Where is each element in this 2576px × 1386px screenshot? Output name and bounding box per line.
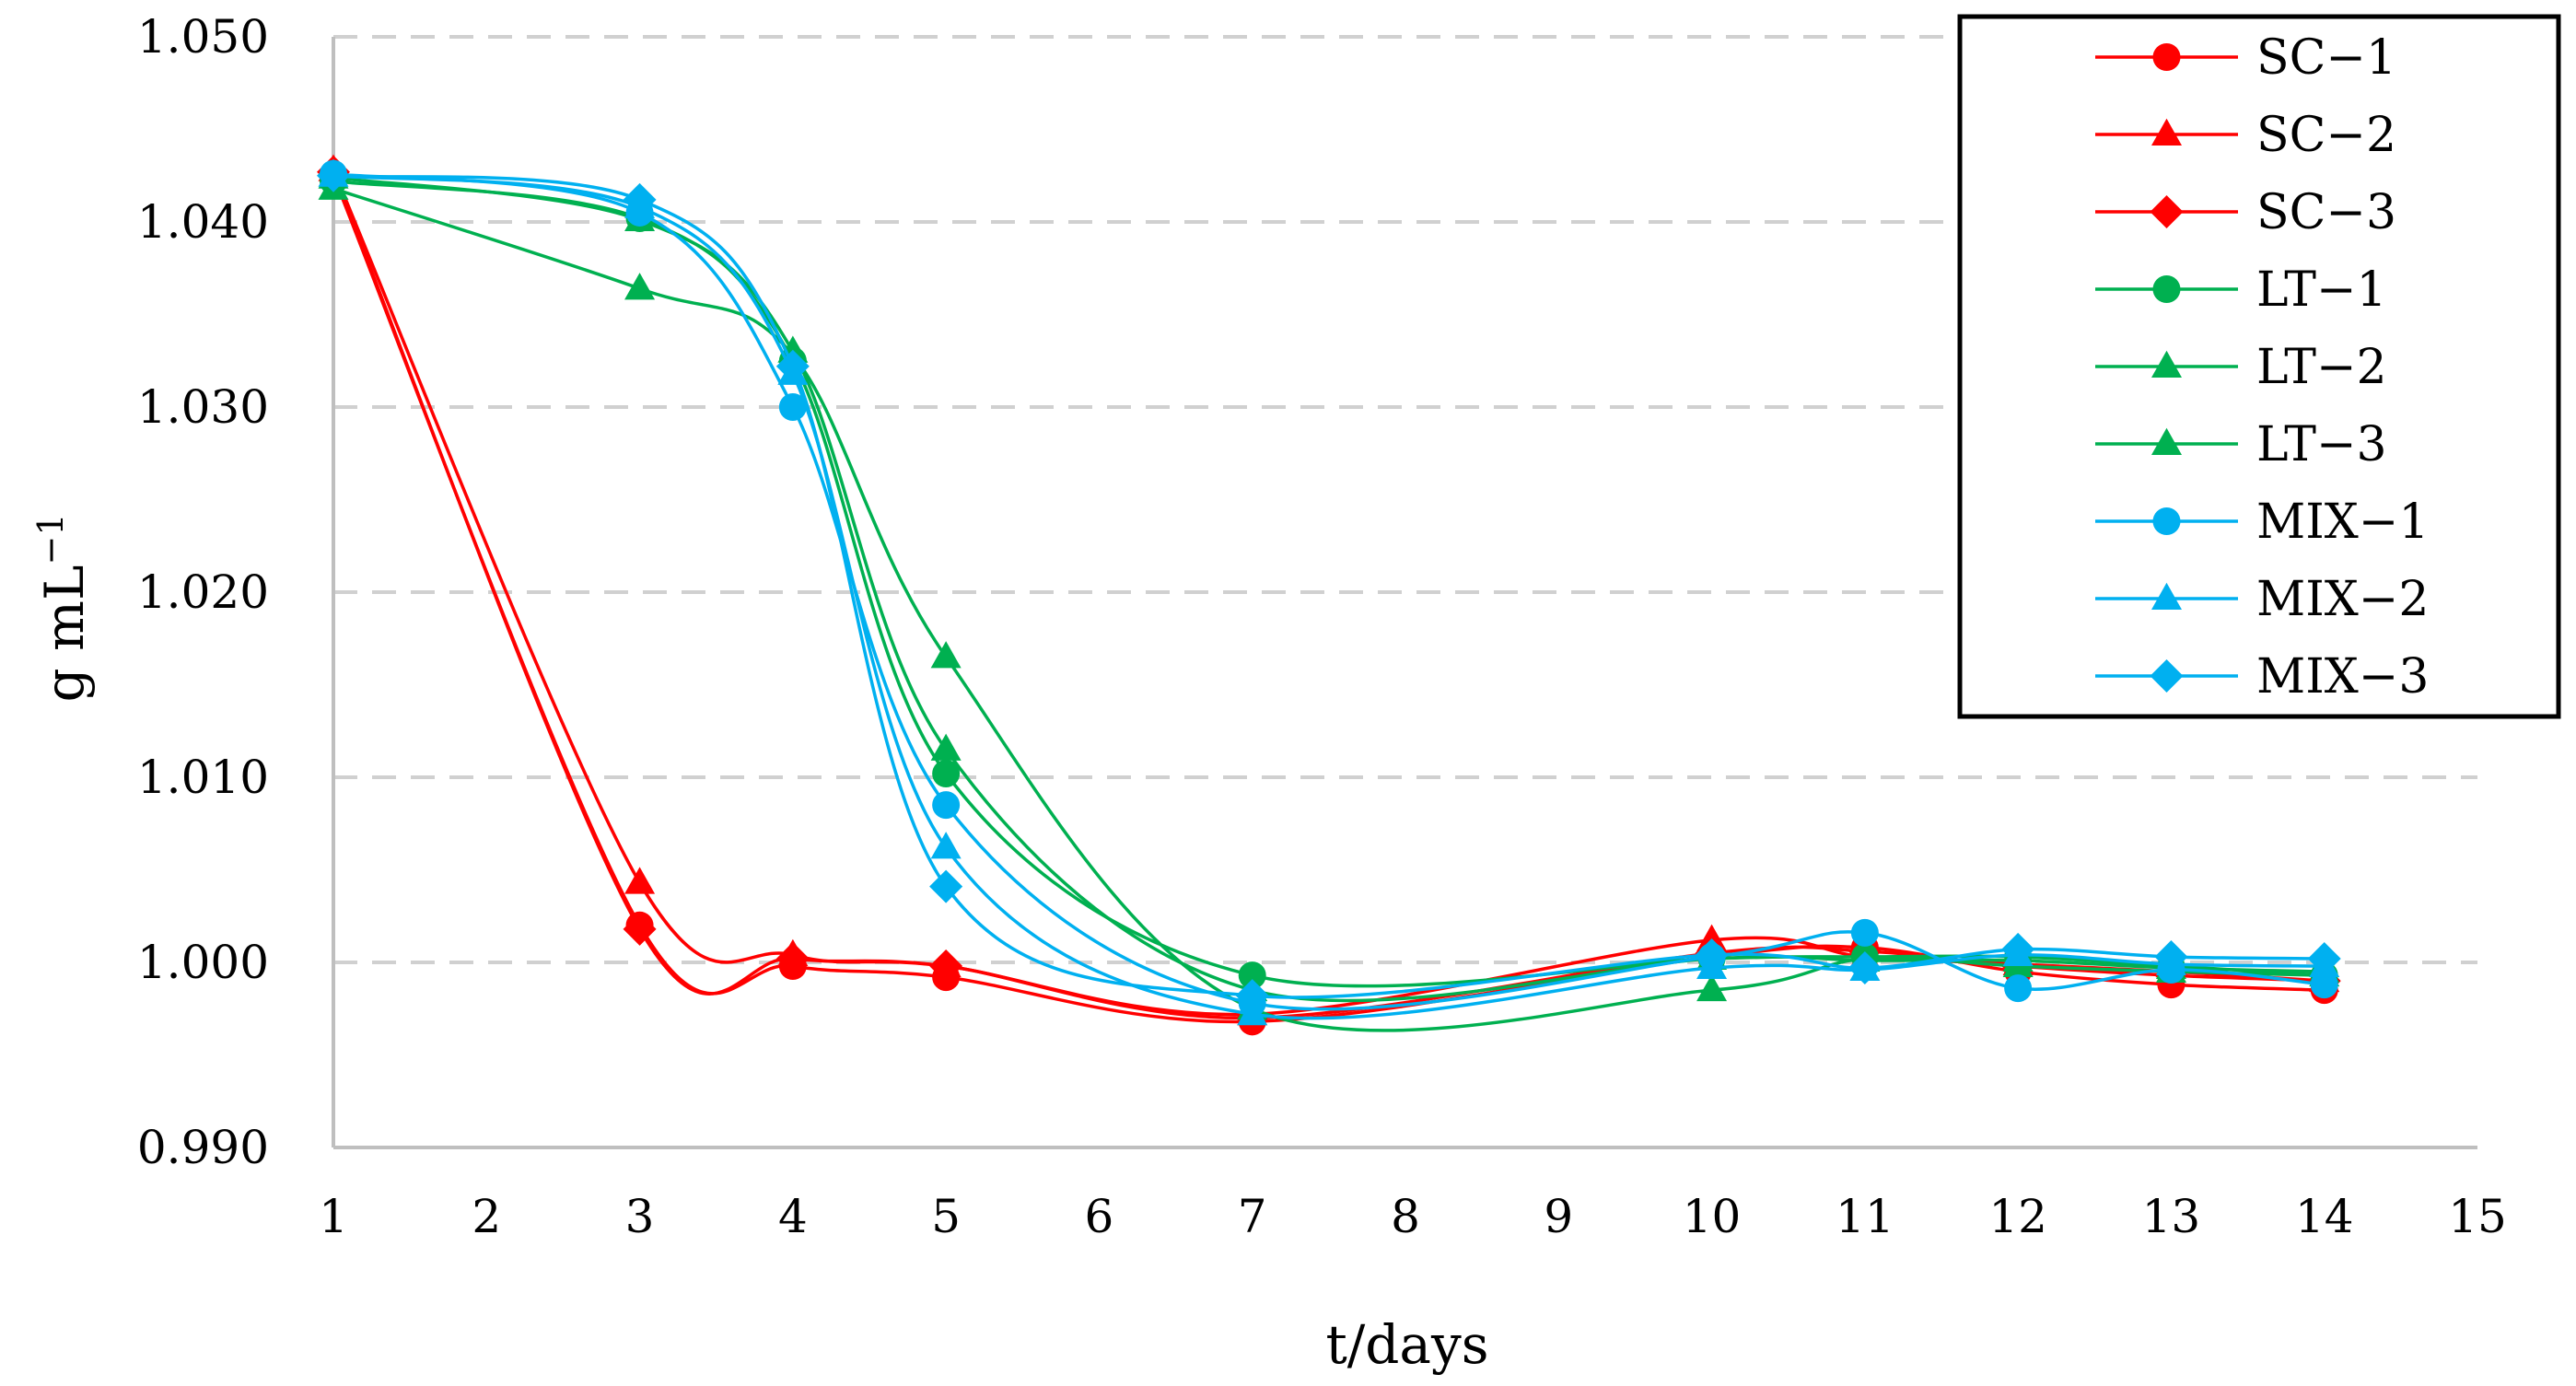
data-point xyxy=(623,912,657,946)
legend-label: LT−2 xyxy=(2256,340,2387,395)
x-tick-label: 15 xyxy=(2448,1190,2507,1243)
x-tick-label: 4 xyxy=(778,1190,808,1243)
data-point xyxy=(2307,941,2341,975)
legend-item: MIX−3 xyxy=(2095,649,2429,705)
legend-label: LT−1 xyxy=(2256,262,2387,318)
legend-item: MIX−1 xyxy=(2095,495,2429,550)
legend-marker xyxy=(2150,195,2184,228)
legend-item: MIX−2 xyxy=(2095,572,2429,627)
data-point xyxy=(929,869,963,903)
legend-item: SC−3 xyxy=(2095,185,2396,240)
y-tick-label: 1.000 xyxy=(137,936,269,989)
x-tick-label: 11 xyxy=(1836,1190,1894,1243)
x-tick-label: 5 xyxy=(931,1190,961,1243)
legend-marker xyxy=(2152,275,2181,303)
legend-label: SC−3 xyxy=(2256,185,2396,240)
legend-marker xyxy=(2152,507,2181,535)
data-point xyxy=(1696,973,1728,1002)
y-tick-label: 0.990 xyxy=(137,1121,269,1174)
y-tick-label: 1.040 xyxy=(137,195,269,249)
y-axis-title-main: g mL xyxy=(33,565,96,702)
data-point xyxy=(1235,979,1269,1013)
legend-item: SC−1 xyxy=(2095,30,2396,86)
data-point xyxy=(775,349,810,383)
axes-layer xyxy=(332,37,2477,1149)
data-point xyxy=(930,832,962,859)
x-tick-label: 14 xyxy=(2295,1190,2354,1243)
legend-label: SC−1 xyxy=(2256,30,2396,86)
legend-label: MIX−2 xyxy=(2256,572,2429,627)
data-point xyxy=(1847,951,1882,985)
data-point xyxy=(1850,918,1879,947)
data-point xyxy=(932,759,961,787)
data-point xyxy=(2004,974,2033,1003)
x-tick-label: 1 xyxy=(319,1190,348,1243)
data-point xyxy=(932,791,961,820)
legend-item: LT−3 xyxy=(2095,417,2387,472)
legend-marker xyxy=(2150,659,2184,693)
data-point xyxy=(2001,932,2035,966)
series-layer xyxy=(317,154,2341,1036)
x-tick-label: 3 xyxy=(625,1190,655,1243)
data-point xyxy=(2310,971,2338,999)
legend-marker xyxy=(2151,427,2182,455)
legend-label: MIX−3 xyxy=(2256,649,2429,705)
legend-marker xyxy=(2152,43,2181,71)
legend-marker xyxy=(2151,118,2182,146)
x-tick-label: 13 xyxy=(2142,1190,2201,1243)
legend-item: LT−2 xyxy=(2095,340,2387,395)
data-point xyxy=(317,158,350,192)
legend-item: LT−1 xyxy=(2095,262,2387,318)
legend: SC−1 SC−2 SC−3 LT−1 LT−2 LT−3 MIX−1 MIX−2 MIX−3 xyxy=(1957,14,2561,719)
data-point xyxy=(930,641,962,669)
x-tick-label: 6 xyxy=(1085,1190,1114,1243)
legend-label: LT−3 xyxy=(2256,417,2387,472)
data-point xyxy=(1695,938,1729,972)
x-tick-label: 9 xyxy=(1544,1190,1573,1243)
x-tick-label: 12 xyxy=(1988,1190,2047,1243)
x-tick-label: 2 xyxy=(472,1190,501,1243)
data-point xyxy=(929,949,963,984)
data-point xyxy=(775,941,810,975)
data-point xyxy=(624,867,656,894)
legend-box xyxy=(1957,14,2561,719)
y-axis-title: g mL−1 xyxy=(30,513,96,702)
legend-marker xyxy=(2151,582,2182,610)
y-tick-label: 1.050 xyxy=(137,10,269,64)
legend-item: SC−2 xyxy=(2095,108,2396,163)
x-tick-label: 8 xyxy=(1391,1190,1420,1243)
data-point xyxy=(930,733,962,761)
data-point xyxy=(2154,939,2188,973)
legend-marker xyxy=(2151,350,2182,378)
legend-label: SC−2 xyxy=(2256,108,2396,163)
data-point xyxy=(623,182,657,216)
x-tick-label: 7 xyxy=(1238,1190,1267,1243)
y-tick-label: 1.030 xyxy=(137,380,269,434)
y-axis-title-superscript: −1 xyxy=(30,513,71,565)
series-MIX−3 xyxy=(317,158,2341,1013)
y-tick-label: 1.020 xyxy=(137,565,269,619)
data-point xyxy=(624,273,656,300)
x-axis-title: t/days xyxy=(1325,1313,1488,1376)
legend-label: MIX−1 xyxy=(2256,495,2429,550)
x-tick-label: 10 xyxy=(1683,1190,1742,1243)
y-tick-label: 1.010 xyxy=(137,751,269,804)
data-point xyxy=(778,393,807,421)
